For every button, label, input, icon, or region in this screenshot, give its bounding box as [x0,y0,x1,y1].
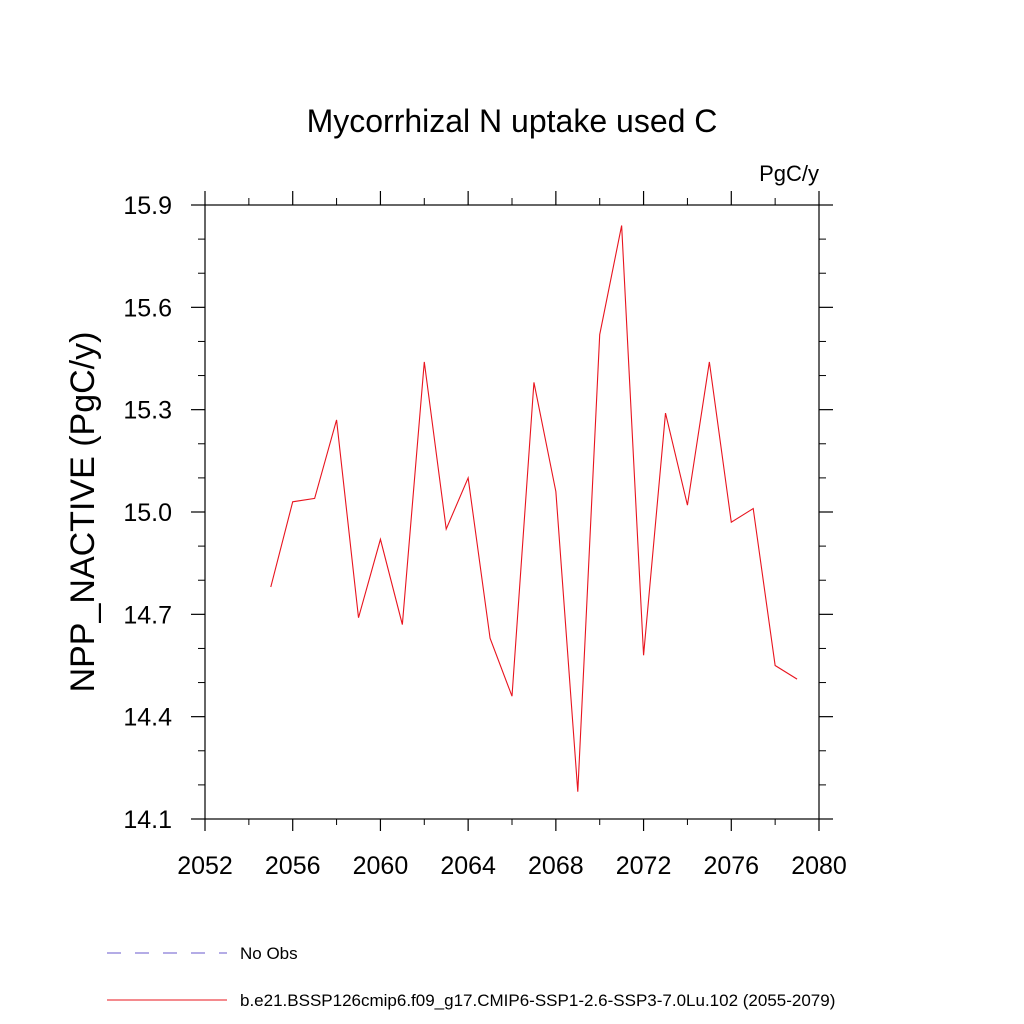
y-tick-label: 15.9 [123,192,172,220]
y-tick-labels: 14.1 14.4 14.7 15.0 15.3 15.6 15.9 [123,192,172,834]
legend-label-model-run: b.e21.BSSP126cmip6.f09_g17.CMIP6-SSP1-2.… [240,991,835,1010]
x-tick-label: 2052 [177,852,233,880]
legend-label-no-obs: No Obs [240,944,298,963]
y-tick-label: 14.7 [123,601,172,629]
plot-frame [204,204,820,820]
x-tick-label: 2072 [616,852,672,880]
units-label: PgC/y [759,161,819,186]
y-tick-label: 15.0 [123,499,172,527]
x-tick-label: 2068 [528,852,584,880]
x-tick-label: 2076 [703,852,759,880]
major-ticks [191,191,833,831]
y-tick-label: 14.1 [123,806,172,834]
minor-ticks [198,198,826,825]
y-tick-label: 15.3 [123,397,172,425]
x-tick-label: 2064 [440,852,496,880]
x-tick-label: 2056 [265,852,321,880]
x-tick-label: 2080 [791,852,847,880]
legend: No Obs b.e21.BSSP126cmip6.f09_g17.CMIP6-… [107,944,835,1010]
y-axis-label: NPP_NACTIVE (PgC/y) [64,332,102,693]
x-tick-label: 2060 [353,852,409,880]
series-layer [270,225,798,792]
y-tick-label: 15.6 [123,294,172,322]
y-tick-label: 14.4 [123,704,172,732]
x-tick-labels: 2052 2056 2060 2064 2068 2072 2076 2080 [177,852,847,880]
chart-title: Mycorrhizal N uptake used C [307,103,718,139]
series-line [270,225,798,792]
